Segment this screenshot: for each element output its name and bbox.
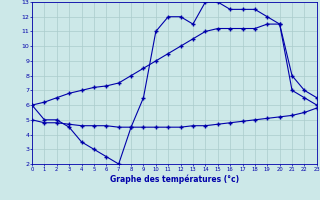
X-axis label: Graphe des températures (°c): Graphe des températures (°c) [110, 175, 239, 184]
